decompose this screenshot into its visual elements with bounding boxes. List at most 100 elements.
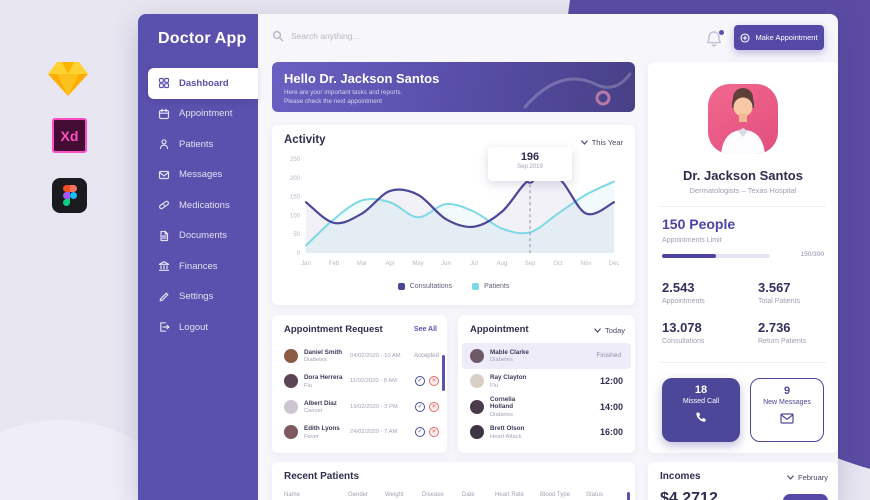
pen-icon bbox=[159, 292, 169, 302]
plus-circle-icon bbox=[740, 32, 750, 43]
sidebar-item-appointment[interactable]: Appointment bbox=[138, 99, 258, 130]
activity-chart: 196 Sep 2019 0 50 100 150 200 250 Jan Feb Mar Apr… bbox=[282, 147, 624, 273]
chevron-down-icon bbox=[787, 475, 794, 480]
logout-icon bbox=[160, 322, 170, 333]
income-amount: $4.2712 bbox=[660, 490, 718, 500]
svg-text:200: 200 bbox=[290, 176, 301, 182]
sidebar-item-label: Messages bbox=[179, 169, 223, 181]
decline-button[interactable]: ✕ bbox=[429, 376, 439, 387]
patient-name: Daniel Smith bbox=[304, 348, 343, 356]
chart-legend: Consultations Patients bbox=[272, 283, 635, 290]
appointment-request-title: Appointment Request bbox=[284, 324, 383, 335]
svg-text:Mar: Mar bbox=[357, 261, 367, 267]
sidebar-item-patients[interactable]: Patients bbox=[138, 129, 258, 160]
svg-text:0: 0 bbox=[297, 251, 301, 257]
sketch-icon bbox=[48, 62, 88, 101]
request-row[interactable]: Dora Herrera Flu 11/02/2020 - 8 AM ✓ ✕ bbox=[272, 369, 447, 395]
accept-button[interactable]: ✓ bbox=[415, 427, 425, 438]
patient-name: Brett Olson bbox=[490, 425, 525, 432]
sidebar-item-label: Dashboard bbox=[179, 77, 229, 89]
request-row[interactable]: Albert Diaz Cancer 19/02/2020 - 3 PM ✓ ✕ bbox=[272, 394, 447, 420]
sidebar-item-documents[interactable]: Documents bbox=[138, 221, 258, 252]
incomes-filter-label: February bbox=[797, 473, 828, 482]
missed-call-card[interactable]: 18 Missed Call bbox=[662, 378, 740, 442]
scrollbar[interactable] bbox=[442, 355, 445, 391]
patients-swatch bbox=[472, 283, 480, 290]
notification-bell-icon[interactable] bbox=[704, 29, 726, 51]
svg-text:250: 250 bbox=[290, 157, 301, 163]
column-header: Disease bbox=[422, 492, 444, 498]
column-header: Weight bbox=[385, 492, 404, 498]
income-action-button[interactable] bbox=[783, 494, 828, 500]
app-window: Doctor App Dashboard Appointment Patient… bbox=[138, 14, 838, 500]
decline-button[interactable]: ✕ bbox=[429, 401, 439, 412]
new-messages-card[interactable]: 9 New Messages bbox=[750, 378, 824, 442]
banner-subtitle-line2: Please check the next appointment bbox=[284, 97, 383, 105]
request-datetime: 11/02/2020 - 8 AM bbox=[350, 378, 397, 385]
decline-button[interactable]: ✕ bbox=[429, 427, 439, 438]
missed-call-count: 18 bbox=[694, 384, 708, 396]
sidebar-item-settings[interactable]: Settings bbox=[138, 282, 258, 313]
incomes-filter-dropdown[interactable]: February bbox=[787, 473, 828, 482]
adobe-xd-label: Xd bbox=[60, 127, 79, 144]
appointment-row[interactable]: Mable Clarke Diabetes Finished bbox=[462, 343, 631, 369]
request-row[interactable]: Daniel Smith Diabetes 04/02/2020 - 10 AM … bbox=[272, 343, 447, 369]
activity-chart-svg: 0 50 100 150 200 250 Jan Feb Mar Apr May Jun Jul Aug S… bbox=[290, 157, 619, 267]
stat-value: 13.078 bbox=[662, 320, 702, 335]
appointment-filter-dropdown[interactable]: Today bbox=[594, 326, 625, 335]
appointment-row[interactable]: Cornelia Holland Diabetes 14:00 bbox=[458, 394, 635, 420]
recent-patients-title: Recent Patients bbox=[284, 471, 360, 482]
legend-consultations: Consultations bbox=[397, 283, 453, 290]
stat-label: Total Patients bbox=[758, 298, 801, 305]
person-icon bbox=[159, 139, 169, 150]
column-header: Heart Rate bbox=[495, 492, 525, 498]
tooltip-value: 196 bbox=[520, 151, 540, 163]
consultations-swatch bbox=[397, 283, 405, 290]
avatar bbox=[284, 399, 298, 414]
appointments-limit-label: Appointments Limit bbox=[662, 237, 722, 244]
sidebar-item-finances[interactable]: Finances bbox=[138, 251, 258, 282]
see-all-link[interactable]: See All bbox=[413, 326, 437, 333]
patient-condition: Flu bbox=[490, 382, 499, 389]
appointment-status: Finished bbox=[596, 352, 621, 360]
appointment-row[interactable]: Brett Olson Heart Attack 16:00 bbox=[458, 420, 635, 446]
activity-card: Activity This Year 196 Sep 2019 0 50 100 15… bbox=[272, 125, 635, 305]
doctor-avatar bbox=[708, 84, 778, 154]
sidebar-item-logout[interactable]: Logout bbox=[138, 312, 258, 343]
svg-text:Aug: Aug bbox=[497, 261, 508, 267]
patient-name: Albert Diaz bbox=[304, 399, 337, 407]
search-input[interactable] bbox=[291, 31, 551, 41]
activity-title: Activity bbox=[284, 134, 326, 146]
svg-text:Oct: Oct bbox=[553, 261, 563, 267]
activity-filter-dropdown[interactable]: This Year bbox=[580, 138, 623, 147]
appointment-row[interactable]: Ray Clayton Flu 12:00 bbox=[458, 369, 635, 395]
banner-subtitle-line1: Here are your important tasks and report… bbox=[284, 89, 403, 96]
notification-badge bbox=[719, 30, 724, 35]
chevron-down-icon bbox=[594, 328, 601, 333]
accept-button[interactable]: ✓ bbox=[415, 401, 425, 412]
sidebar-item-messages[interactable]: Messages bbox=[138, 160, 258, 191]
sidebar-item-label: Appointment bbox=[179, 108, 233, 120]
scrollbar[interactable] bbox=[627, 492, 630, 500]
welcome-banner: Hello Dr. Jackson Santos Here are your i… bbox=[272, 62, 635, 112]
mail-icon bbox=[158, 170, 170, 179]
request-datetime: 19/02/2020 - 3 PM bbox=[350, 403, 398, 410]
legend-consultations-label: Consultations bbox=[409, 283, 453, 290]
stat-value: 2.736 bbox=[758, 320, 791, 335]
svg-text:150: 150 bbox=[290, 195, 301, 201]
accept-button[interactable]: ✓ bbox=[415, 376, 425, 387]
stethoscope-illustration bbox=[523, 72, 632, 109]
sidebar-item-label: Patients bbox=[179, 138, 214, 150]
search-bar bbox=[272, 30, 572, 42]
appointments-progress-bar[interactable] bbox=[662, 254, 770, 258]
sidebar-item-label: Logout bbox=[179, 321, 209, 333]
patient-condition: Diabetes bbox=[304, 357, 327, 363]
request-datetime: 04/02/2020 - 10 AM bbox=[350, 352, 401, 359]
incomes-title: Incomes bbox=[660, 471, 701, 482]
avatar bbox=[284, 425, 298, 440]
chevron-down-icon bbox=[580, 140, 588, 145]
sidebar-item-dashboard[interactable]: Dashboard bbox=[148, 68, 258, 99]
request-row[interactable]: Edith Lyons Fever 24/02/2020 - 7 AM ✓ ✕ bbox=[272, 420, 447, 446]
sidebar-item-medications[interactable]: Medications bbox=[138, 190, 258, 221]
make-appointment-button[interactable]: Make Appointment bbox=[734, 25, 824, 50]
